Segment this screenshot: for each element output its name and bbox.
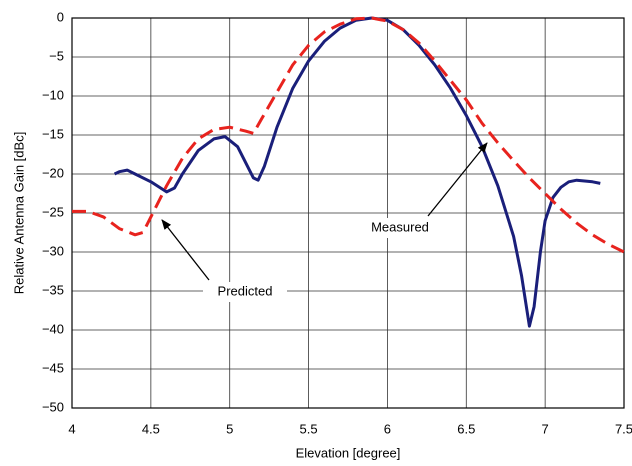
- y-tick-label: −35: [42, 282, 64, 297]
- y-tick-label: −20: [42, 165, 64, 180]
- annotation: Measured: [371, 219, 429, 234]
- y-tick-label: −5: [49, 48, 64, 63]
- y-tick-label: 0: [57, 9, 64, 24]
- x-tick-label: 4: [68, 421, 75, 436]
- plot-border: [71, 17, 625, 409]
- annotation-arrow: [161, 219, 210, 281]
- x-tick-label: 7.5: [615, 421, 632, 436]
- x-tick-label: 6.5: [457, 421, 475, 436]
- x-axis-label: Elevation [degree]: [296, 445, 401, 460]
- series-line: [72, 16, 625, 254]
- annotation-arrow: [427, 142, 488, 217]
- y-tick-label: −45: [42, 360, 64, 375]
- series-line: [113, 16, 601, 328]
- annotation: Predicted: [218, 283, 273, 298]
- x-tick-label: 7: [542, 421, 549, 436]
- y-tick-label: −40: [42, 321, 64, 336]
- annotation-bg: [203, 282, 287, 302]
- x-tick-label: 5.5: [300, 421, 318, 436]
- y-tick-label: −25: [42, 204, 64, 219]
- y-tick-label: −10: [42, 87, 64, 102]
- y-tick-label: −50: [42, 399, 64, 414]
- x-tick-label: 4.5: [142, 421, 160, 436]
- y-tick-label: −15: [42, 126, 64, 141]
- y-tick-label: −30: [42, 243, 64, 258]
- x-tick-label: 5: [226, 421, 233, 436]
- y-axis-label: Relative Antenna Gain [dBc]: [11, 132, 26, 295]
- annotation-bg: [358, 218, 442, 238]
- x-tick-label: 6: [384, 421, 391, 436]
